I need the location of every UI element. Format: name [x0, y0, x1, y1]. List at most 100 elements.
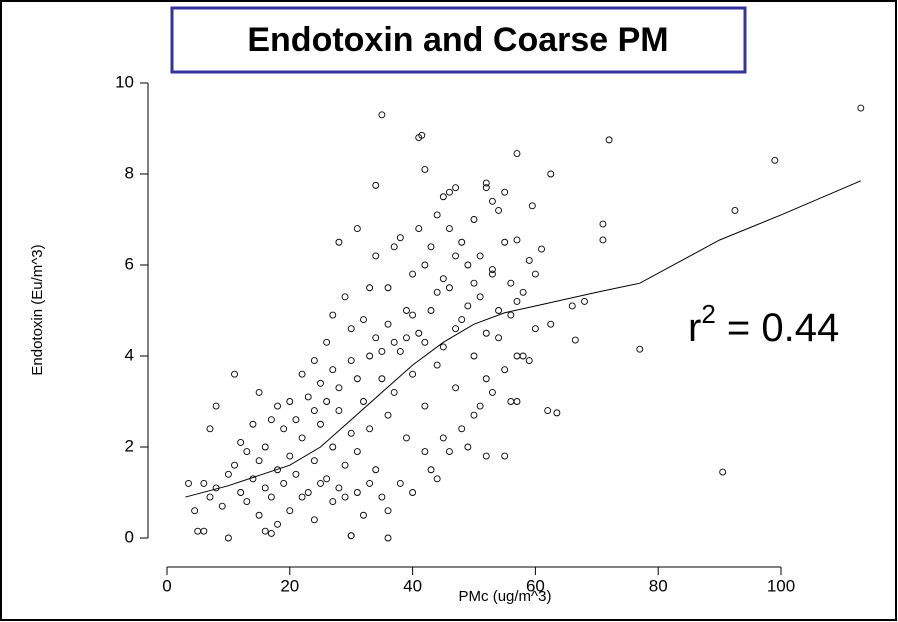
point [403, 434, 410, 442]
point [599, 236, 607, 244]
point [445, 225, 453, 233]
point [409, 311, 417, 319]
point [452, 384, 460, 392]
point [445, 448, 453, 455]
point [513, 297, 521, 305]
point [347, 429, 355, 437]
x-tick-label: 0 [162, 576, 171, 595]
point [286, 507, 294, 515]
point [488, 388, 496, 396]
point [452, 184, 460, 192]
point [476, 402, 484, 410]
point [470, 216, 478, 223]
point [581, 297, 588, 305]
point [298, 434, 306, 442]
point [507, 311, 515, 319]
point [427, 307, 435, 314]
point [372, 466, 380, 474]
point [212, 402, 220, 410]
point [482, 452, 490, 460]
point [458, 316, 466, 324]
point [403, 334, 410, 342]
point [224, 534, 232, 542]
point [255, 388, 263, 396]
point [323, 475, 331, 483]
point [292, 470, 300, 478]
point [415, 329, 423, 337]
point [347, 325, 355, 333]
point [231, 370, 238, 378]
x-axis-label: PMc (ug/m^3) [459, 588, 552, 605]
point [200, 527, 208, 535]
point [544, 407, 552, 415]
title-box [170, 6, 747, 74]
point [261, 484, 269, 492]
point [341, 493, 349, 501]
point [237, 489, 245, 496]
point [531, 325, 539, 333]
point [335, 484, 343, 492]
point [771, 156, 779, 164]
point [267, 530, 275, 537]
point [378, 493, 386, 501]
point [191, 507, 199, 515]
point [501, 238, 509, 246]
point [378, 348, 386, 355]
point [396, 234, 404, 242]
point [482, 329, 490, 337]
point [274, 520, 281, 528]
point [384, 320, 392, 328]
point [439, 275, 447, 283]
point [433, 361, 441, 369]
point [519, 288, 527, 296]
point [347, 357, 355, 364]
annotation: r2 = 0.44 [688, 299, 839, 350]
point [501, 188, 509, 196]
point [224, 470, 232, 478]
point [488, 197, 496, 205]
point [341, 461, 349, 469]
point [488, 270, 496, 278]
point [599, 220, 607, 228]
point [372, 181, 380, 189]
point [458, 425, 466, 433]
point [360, 316, 367, 324]
point [366, 479, 374, 487]
point [528, 202, 536, 210]
point [409, 489, 417, 496]
point [384, 411, 392, 419]
point [390, 243, 398, 251]
point [353, 225, 361, 233]
point [464, 261, 472, 269]
annotation-base: r [688, 306, 701, 350]
x-tick-label: 60 [526, 576, 545, 595]
point [396, 348, 404, 355]
point [206, 425, 214, 433]
point [571, 336, 579, 344]
point [531, 270, 539, 278]
point [390, 338, 398, 346]
smooth-line [185, 180, 862, 498]
point [280, 425, 288, 433]
point [347, 532, 355, 540]
point [488, 266, 496, 273]
point [452, 325, 460, 333]
point [427, 466, 435, 474]
point [206, 493, 214, 501]
point [286, 452, 294, 460]
point [403, 307, 410, 314]
point [310, 407, 318, 415]
point [280, 479, 288, 487]
point [857, 104, 865, 112]
point [421, 338, 429, 346]
point [317, 479, 324, 487]
point [495, 307, 503, 314]
point [237, 439, 245, 446]
point [433, 211, 441, 219]
point [243, 448, 251, 455]
point [390, 388, 398, 396]
y-axis-label: Endotoxin (Eu/m^3) [29, 244, 46, 375]
point [360, 398, 367, 405]
point [439, 434, 447, 442]
